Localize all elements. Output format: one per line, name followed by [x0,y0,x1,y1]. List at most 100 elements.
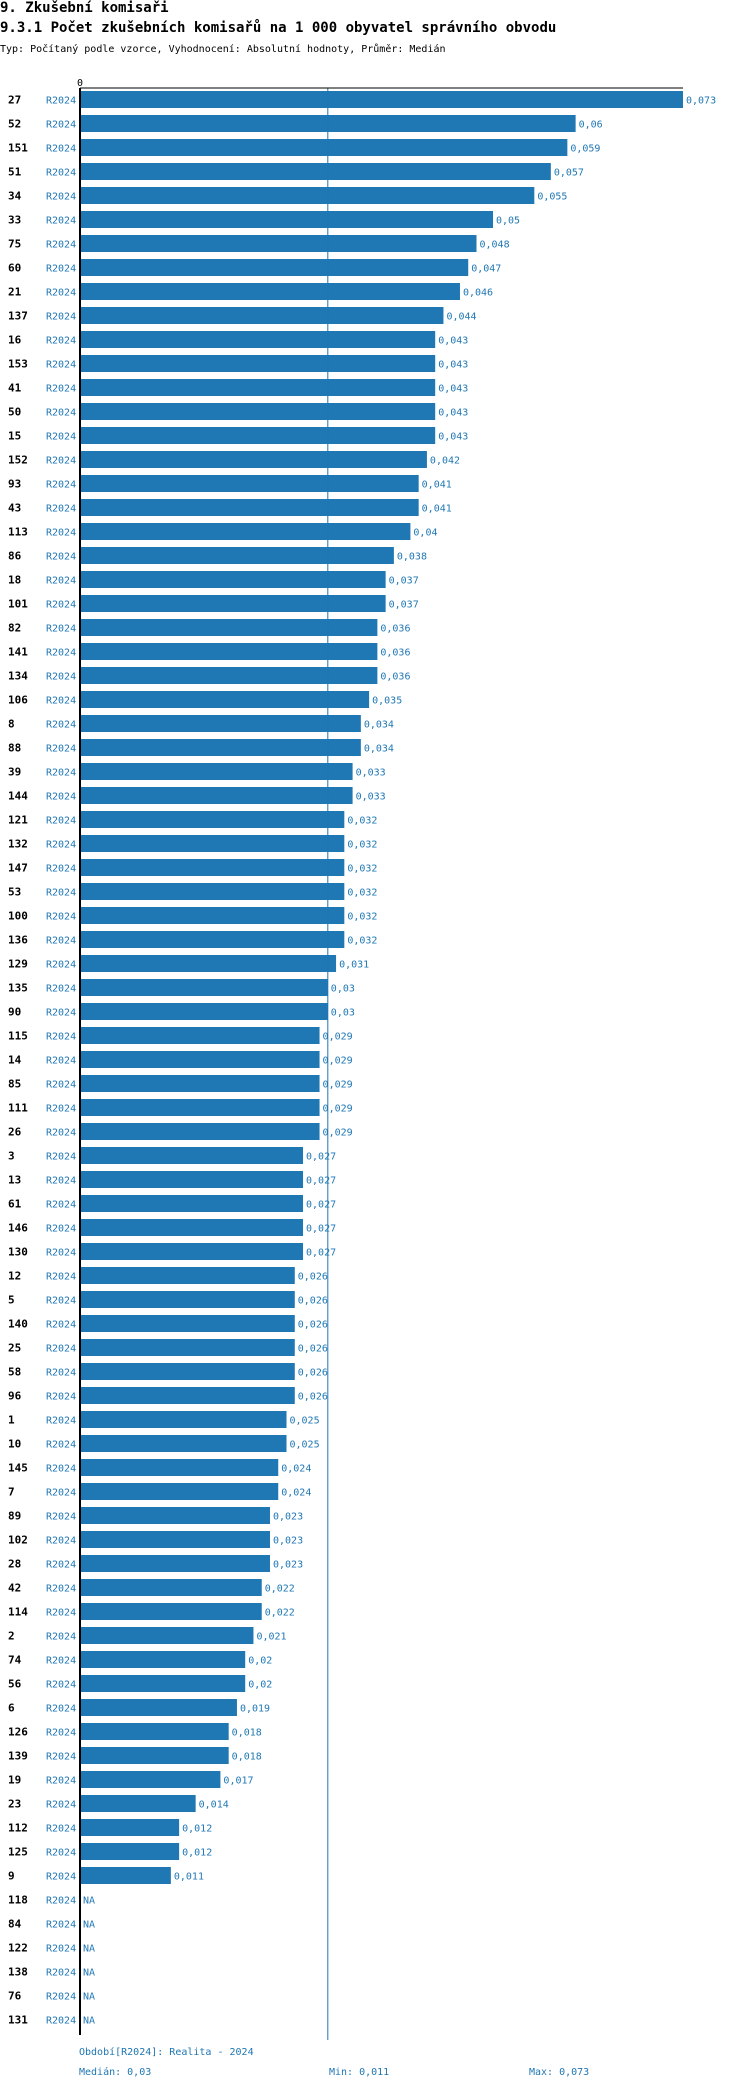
category-label: 41 [8,382,22,395]
bar [80,1387,295,1404]
period-label: R2024 [46,744,76,755]
category-label: 122 [8,1942,28,1955]
value-label: 0,018 [232,1752,262,1763]
period-label: R2024 [46,1800,76,1811]
period-label: R2024 [46,1536,76,1547]
category-label: 126 [8,1726,28,1739]
category-label: 27 [8,94,21,107]
category-label: 42 [8,1582,21,1595]
bar [80,1051,320,1068]
period-label: R2024 [46,384,76,395]
category-label: 25 [8,1342,21,1355]
period-label: R2024 [46,840,76,851]
value-label: 0,026 [298,1272,328,1283]
category-label: 100 [8,910,28,923]
period-label: R2024 [46,1920,76,1931]
value-label: 0,026 [298,1392,328,1403]
bar [80,667,378,684]
value-label: 0,021 [256,1632,286,1643]
value-label: 0,033 [356,792,386,803]
value-label: 0,017 [223,1776,253,1787]
bar [80,907,345,924]
period-label: R2024 [46,480,76,491]
value-label: 0,048 [479,240,509,251]
value-label: 0,029 [323,1080,353,1091]
category-label: 112 [8,1822,28,1835]
period-label: R2024 [46,144,76,155]
period-label: R2024 [46,1080,76,1091]
category-label: 90 [8,1006,21,1019]
bar [80,1795,196,1812]
category-label: 152 [8,454,28,467]
category-label: 88 [8,742,21,755]
category-label: 53 [8,886,21,899]
section-heading: 9. Zkušební komisaři [0,0,169,16]
bar [80,931,345,948]
period-label: R2024 [46,552,76,563]
period-label: R2024 [46,408,76,419]
bar [80,1219,304,1236]
category-label: 131 [8,2014,28,2027]
category-label: 121 [8,814,28,827]
bar [80,1027,320,1044]
chart-subtitle: Typ: Počítaný podle vzorce, Vyhodnocení:… [0,44,446,55]
value-label: 0,02 [248,1680,272,1691]
bar [80,1243,304,1260]
period-label: R2024 [46,768,76,779]
period-label: R2024 [46,120,76,131]
value-label: NA [83,1944,95,1955]
period-label: R2024 [46,1176,76,1187]
category-label: 85 [8,1078,21,1091]
category-label: 102 [8,1534,28,1547]
period-label: R2024 [46,240,76,251]
category-label: 75 [8,238,21,251]
bar [80,1435,287,1452]
bar [80,619,378,636]
category-label: 21 [8,286,22,299]
category-label: 51 [8,166,22,179]
bar [80,523,411,540]
period-label: R2024 [46,816,76,827]
period-label: R2024 [46,1152,76,1163]
period-label: R2024 [46,1872,76,1883]
value-label: 0,041 [422,480,452,491]
category-label: 13 [8,1174,21,1187]
period-label: R2024 [46,1368,76,1379]
category-label: 34 [8,190,22,203]
value-label: 0,036 [380,648,410,659]
category-label: 39 [8,766,21,779]
period-label: R2024 [46,1680,76,1691]
period-label: R2024 [46,216,76,227]
value-label: 0,027 [306,1200,336,1211]
category-label: 140 [8,1318,28,1331]
bar [80,427,436,444]
category-label: 115 [8,1030,28,1043]
category-label: 139 [8,1750,28,1763]
category-label: 82 [8,622,21,635]
value-label: 0,027 [306,1248,336,1259]
bar [80,1723,229,1740]
bar [80,1627,254,1644]
period-label: R2024 [46,1032,76,1043]
value-label: 0,032 [347,864,377,875]
period-label: R2024 [46,528,76,539]
value-label: 0,057 [554,168,584,179]
bar [80,1747,229,1764]
period-label: R2024 [46,984,76,995]
bar [80,331,436,348]
category-label: 106 [8,694,28,707]
period-label: R2024 [46,1104,76,1115]
bar [80,379,436,396]
value-label: 0,032 [347,816,377,827]
period-label: R2024 [46,1320,76,1331]
value-label: 0,032 [347,888,377,899]
period-label: R2024 [46,312,76,323]
category-label: 86 [8,550,22,563]
category-label: 6 [8,1702,15,1715]
bar [80,1171,304,1188]
period-label: R2024 [46,1056,76,1067]
category-label: 134 [8,670,28,683]
category-label: 144 [8,790,28,803]
period-label: R2024 [46,1248,76,1259]
category-label: 7 [8,1486,15,1499]
